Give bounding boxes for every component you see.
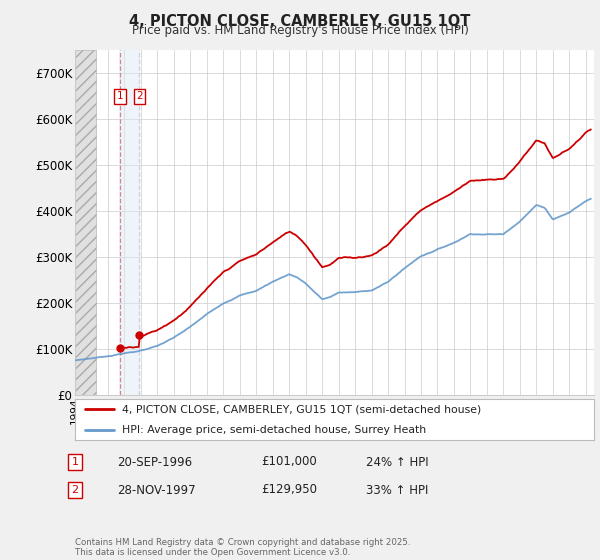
Text: 1: 1 [116, 91, 123, 101]
Text: £129,950: £129,950 [261, 483, 317, 497]
Text: HPI: Average price, semi-detached house, Surrey Heath: HPI: Average price, semi-detached house,… [122, 424, 426, 435]
Text: 33% ↑ HPI: 33% ↑ HPI [366, 483, 428, 497]
Text: Price paid vs. HM Land Registry's House Price Index (HPI): Price paid vs. HM Land Registry's House … [131, 24, 469, 37]
Text: 4, PICTON CLOSE, CAMBERLEY, GU15 1QT (semi-detached house): 4, PICTON CLOSE, CAMBERLEY, GU15 1QT (se… [122, 404, 481, 414]
Text: £101,000: £101,000 [261, 455, 317, 469]
Text: Contains HM Land Registry data © Crown copyright and database right 2025.
This d: Contains HM Land Registry data © Crown c… [75, 538, 410, 557]
Text: 24% ↑ HPI: 24% ↑ HPI [366, 455, 428, 469]
Bar [75, 50, 97, 395]
Text: 2: 2 [71, 485, 79, 495]
Text: 1: 1 [71, 457, 79, 467]
Text: 4, PICTON CLOSE, CAMBERLEY, GU15 1QT: 4, PICTON CLOSE, CAMBERLEY, GU15 1QT [130, 14, 470, 29]
Bar [119, 50, 140, 395]
Text: 28-NOV-1997: 28-NOV-1997 [117, 483, 196, 497]
Text: 2: 2 [136, 91, 143, 101]
Text: 20-SEP-1996: 20-SEP-1996 [117, 455, 192, 469]
